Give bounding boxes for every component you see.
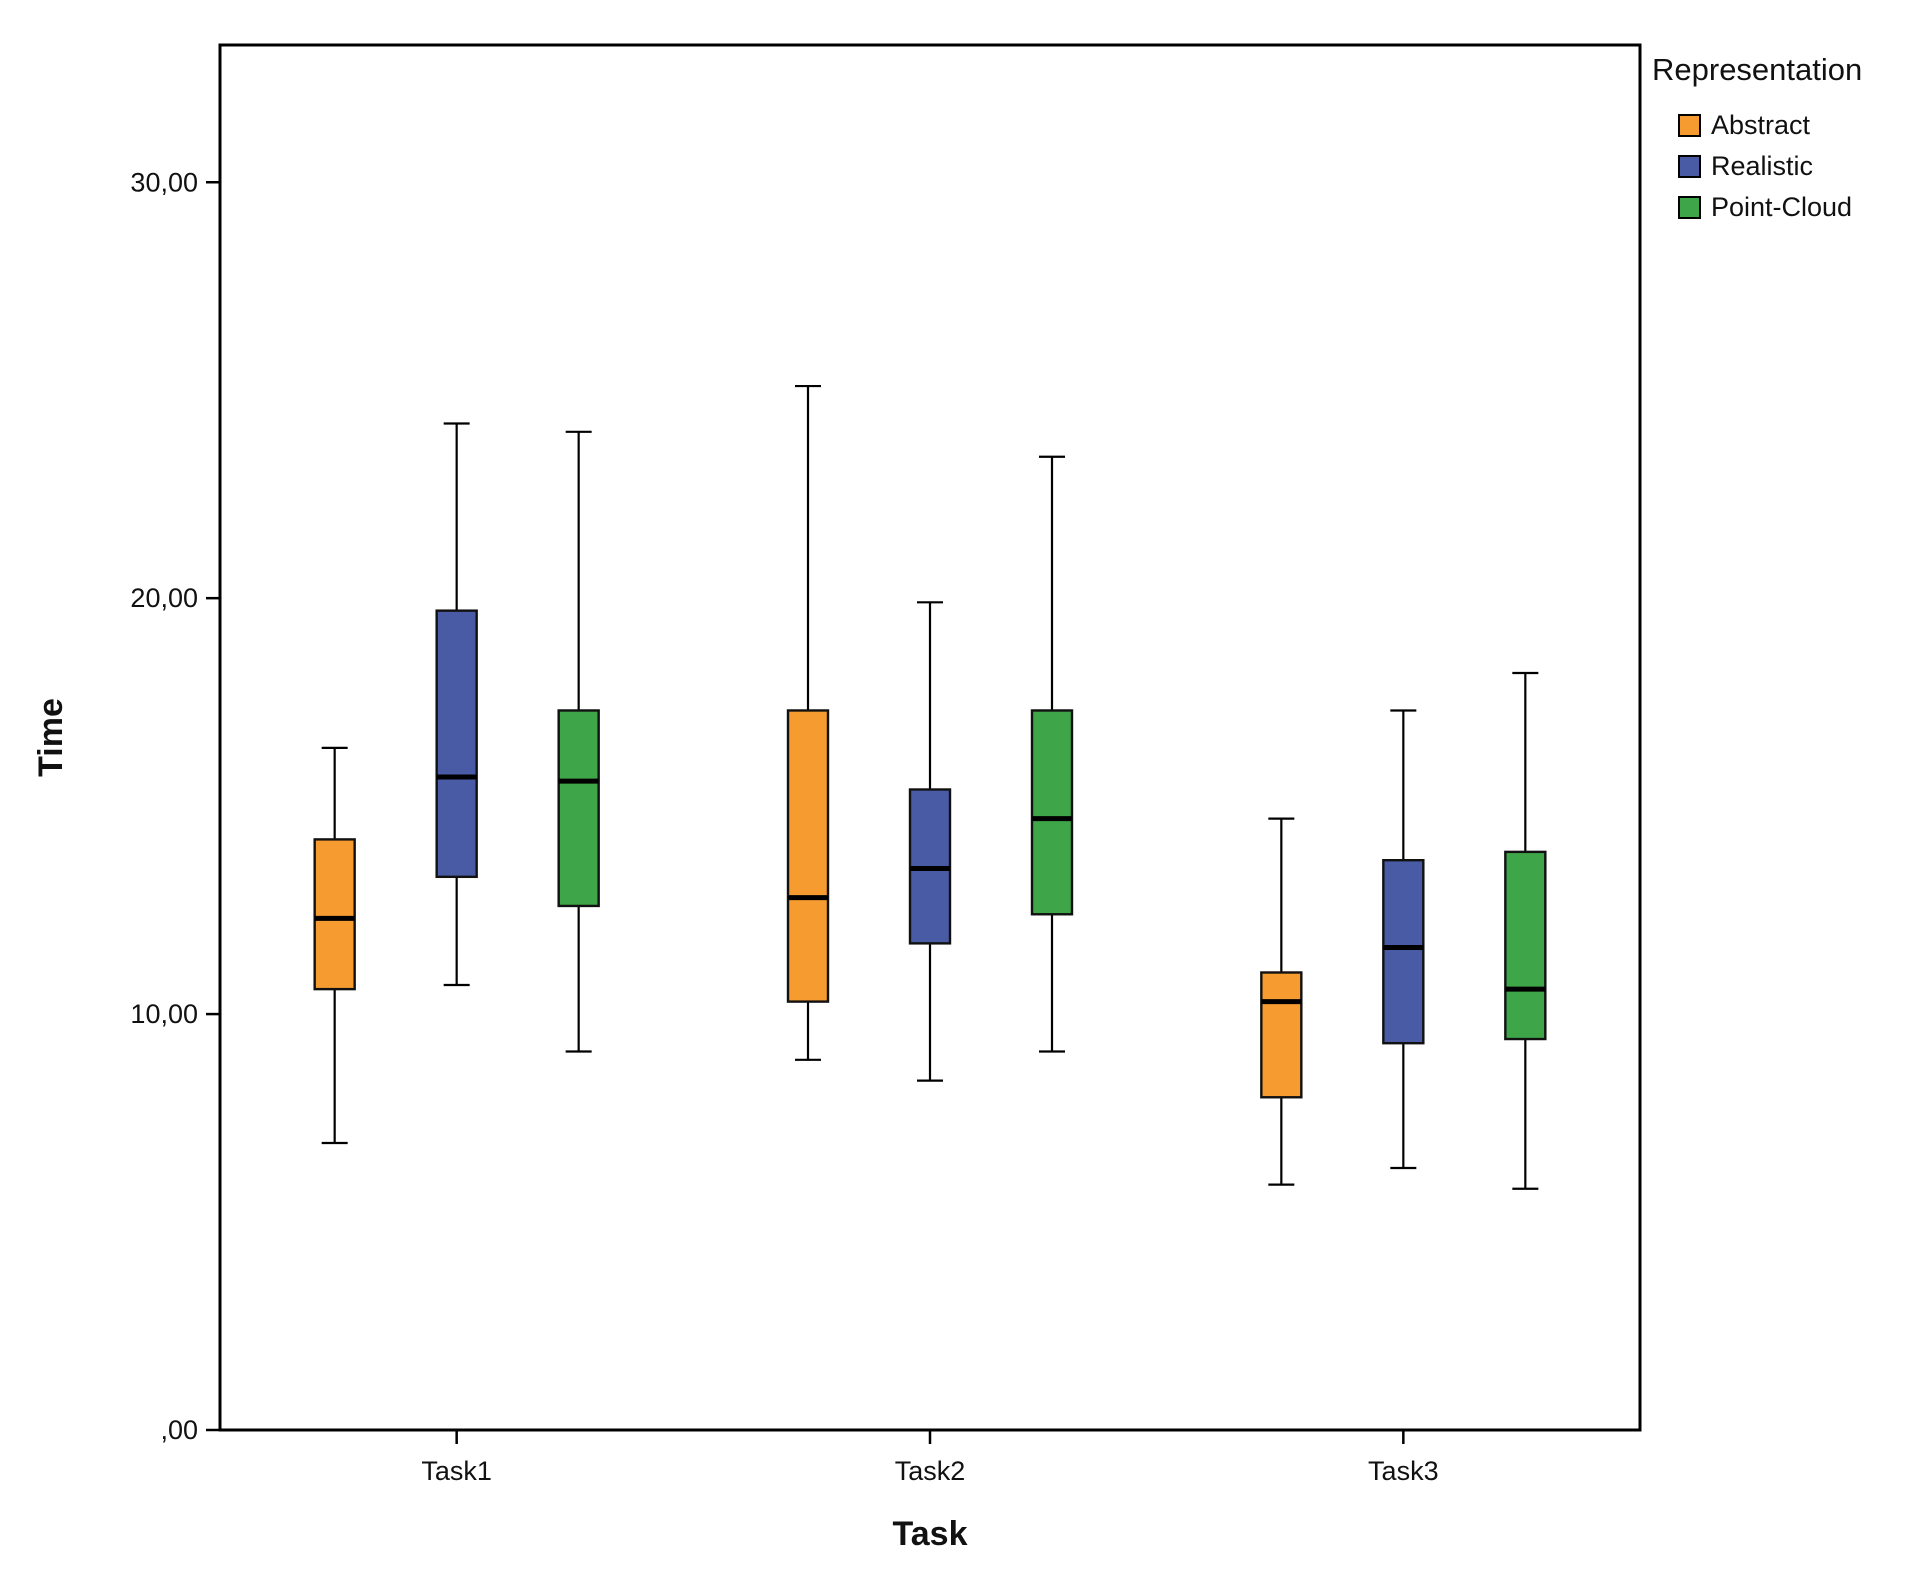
legend-swatch-realistic (1678, 155, 1701, 178)
legend-label-realistic: Realistic (1711, 151, 1814, 181)
box-point-cloud-task3 (1504, 850, 1547, 1041)
box-point-cloud-task1 (557, 709, 600, 908)
y-tick-label: 30,00 (130, 167, 198, 197)
legend: Representation Abstract Realistic Point-… (1652, 52, 1862, 233)
box-abstract-task3 (1260, 971, 1303, 1099)
legend-swatch-abstract (1678, 114, 1701, 137)
box-abstract-task1 (313, 838, 356, 991)
box-realistic-task1 (435, 609, 478, 879)
legend-item-abstract: Abstract (1678, 110, 1862, 141)
x-tick-label: Task3 (1368, 1456, 1439, 1486)
y-tick-label: ,00 (160, 1415, 198, 1445)
y-tick-label: 10,00 (130, 999, 198, 1029)
legend-title: Representation (1652, 52, 1863, 87)
box-point-cloud-task2 (1030, 709, 1074, 916)
x-tick-label: Task2 (895, 1456, 966, 1486)
y-tick-label: 20,00 (130, 583, 198, 613)
legend-label-abstract: Abstract (1711, 110, 1811, 140)
legend-item-realistic: Realistic (1678, 151, 1862, 182)
legend-item-point-cloud: Point-Cloud (1678, 192, 1862, 223)
y-axis-title: Time (32, 698, 70, 777)
legend-label-point-cloud: Point-Cloud (1711, 192, 1853, 222)
legend-swatch-point-cloud (1678, 196, 1701, 219)
x-axis-title: Task (893, 1515, 968, 1553)
x-tick-label: Task1 (421, 1456, 492, 1486)
box-realistic-task3 (1382, 858, 1425, 1045)
box-abstract-task2 (786, 709, 830, 1003)
